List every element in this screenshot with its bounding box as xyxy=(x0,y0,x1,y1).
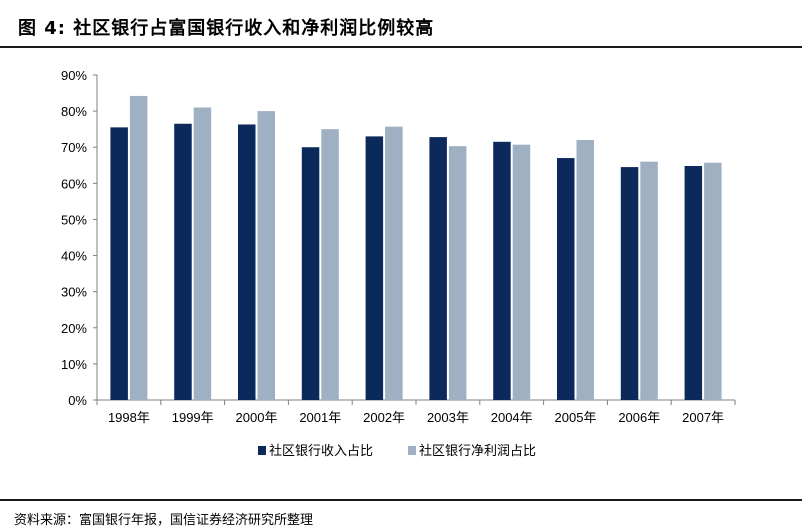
x-tick-label: 2004年 xyxy=(491,410,533,425)
y-tick-label: 20% xyxy=(61,321,87,336)
y-tick-label: 50% xyxy=(61,212,87,227)
x-tick-label: 2003年 xyxy=(427,410,469,425)
source-note: 资料来源：富国银行年报，国信证券经济研究所整理 xyxy=(14,513,314,528)
x-tick-label: 2002年 xyxy=(363,410,405,425)
bar-revenue-share xyxy=(684,166,703,400)
bar-chart: 0% 10% 20% 30% 40% 50% 60% 70% 80% 90% 1998年 1999年 2… xyxy=(61,68,736,458)
x-tick-label: 1999年 xyxy=(172,410,214,425)
y-tick-label: 80% xyxy=(61,104,87,119)
x-tick-label: 2005年 xyxy=(555,410,597,425)
y-tick-label: 70% xyxy=(61,140,87,155)
bar-net-income-share xyxy=(321,129,339,400)
legend-swatch xyxy=(258,446,266,455)
bar-revenue-share xyxy=(493,141,511,401)
bar-net-income-share xyxy=(193,107,212,400)
source-bar: 资料来源：富国银行年报，国信证券经济研究所整理 xyxy=(0,499,802,531)
bar-revenue-share xyxy=(238,124,256,400)
y-tick-label: 10% xyxy=(61,357,87,372)
bar-revenue-share xyxy=(301,147,320,400)
x-tick-label: 2006年 xyxy=(618,410,660,425)
x-tick-label: 1998年 xyxy=(108,410,150,425)
y-tick-label: 0% xyxy=(68,393,87,408)
legend-label: 社区银行收入占比 xyxy=(269,443,373,458)
y-tick-label: 40% xyxy=(61,249,87,264)
legend-label: 社区银行净利润占比 xyxy=(419,443,536,458)
x-tick-label: 2000年 xyxy=(236,410,278,425)
bar-net-income-share xyxy=(448,146,467,400)
bar-revenue-share xyxy=(557,158,575,400)
bar-revenue-share xyxy=(110,127,128,400)
x-tick-label: 2007年 xyxy=(682,410,724,425)
bar-net-income-share xyxy=(704,162,722,400)
x-tick-label: 2001年 xyxy=(299,410,341,425)
bar-revenue-share xyxy=(429,137,447,400)
bar-net-income-share xyxy=(576,140,594,400)
bar-revenue-share xyxy=(620,167,639,400)
bar-net-income-share xyxy=(129,95,148,400)
bar-net-income-share xyxy=(512,144,531,400)
y-tick-label: 90% xyxy=(61,68,87,83)
y-tick-label: 30% xyxy=(61,285,87,300)
bar-net-income-share xyxy=(257,111,275,400)
bar-net-income-share xyxy=(640,161,658,400)
bar-revenue-share xyxy=(174,123,192,400)
legend-swatch xyxy=(408,446,416,455)
figure-title: 图 4: 社区银行占富国银行收入和净利润比例较高 xyxy=(18,18,435,39)
bar-net-income-share xyxy=(385,126,403,400)
bar-revenue-share xyxy=(365,136,384,400)
title-bar: 图 4: 社区银行占富国银行收入和净利润比例较高 xyxy=(0,0,802,48)
y-tick-label: 60% xyxy=(61,176,87,191)
chart-area: 0% 10% 20% 30% 40% 50% 60% 70% 80% 90% 1998年 1999年 2… xyxy=(0,48,802,500)
